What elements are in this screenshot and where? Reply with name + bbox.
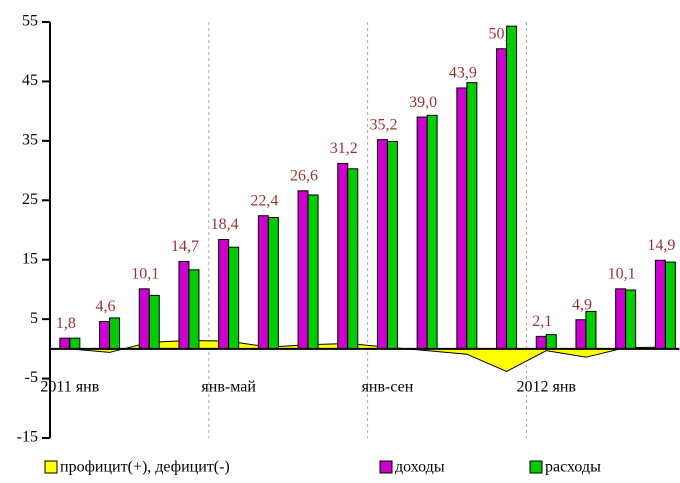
x-tick-label: янв-май <box>201 379 256 396</box>
y-tick-label: -15 <box>17 429 38 446</box>
bar <box>138 288 150 350</box>
bar <box>307 194 319 350</box>
value-label: 4,6 <box>96 298 116 315</box>
bar <box>506 25 518 350</box>
value-label: 1,8 <box>56 315 76 332</box>
bar <box>109 317 121 350</box>
bar <box>337 162 349 350</box>
bar <box>99 321 111 350</box>
bar <box>218 239 230 350</box>
y-tick-label: 15 <box>22 250 38 267</box>
value-label: 18,4 <box>211 216 239 233</box>
y-tick-label: 35 <box>22 132 38 149</box>
value-label: 22,4 <box>250 192 278 209</box>
bar <box>496 48 508 350</box>
bar <box>267 217 279 350</box>
legend-label: профицит(+), дефицит(-) <box>60 459 230 476</box>
bar <box>347 168 359 350</box>
y-tick-label: 55 <box>22 13 38 30</box>
value-label: 31,2 <box>330 140 358 157</box>
y-tick-label: -5 <box>25 369 38 386</box>
bar <box>69 337 81 350</box>
value-label: 14,7 <box>171 238 199 255</box>
legend-swatch <box>379 460 393 474</box>
bar <box>654 259 666 350</box>
bar <box>545 334 557 350</box>
y-tick-label: 25 <box>22 191 38 208</box>
legend-swatch <box>44 460 58 474</box>
value-label: 2,1 <box>532 313 552 330</box>
legend-label: доходы <box>395 459 445 476</box>
bar <box>535 335 547 350</box>
bar <box>178 260 190 350</box>
bar <box>575 319 587 350</box>
bar <box>257 215 269 350</box>
bar <box>297 190 309 350</box>
y-tick-label: 5 <box>30 310 38 327</box>
x-tick-label: 2011 янв <box>40 379 99 396</box>
legend-label: расходы <box>545 459 601 476</box>
bar <box>386 140 398 350</box>
bar <box>59 337 71 350</box>
bar <box>416 116 428 350</box>
bar <box>664 261 676 350</box>
value-label: 43,9 <box>449 65 477 82</box>
x-tick-label: 2012 янв <box>517 379 577 396</box>
bar <box>456 87 468 350</box>
value-label: 14,9 <box>647 237 675 254</box>
bar <box>376 139 388 350</box>
bar <box>228 246 240 350</box>
legend-swatch <box>529 460 543 474</box>
bar <box>466 82 478 350</box>
bar <box>426 114 438 350</box>
value-label: 10,1 <box>608 266 636 283</box>
bar <box>585 310 597 350</box>
x-tick-label: янв-сен <box>362 379 414 396</box>
value-label: 4,9 <box>572 296 592 313</box>
value-label: 35,2 <box>369 116 397 133</box>
y-tick-label: 45 <box>22 72 38 89</box>
value-label: 39,0 <box>409 94 437 111</box>
bar <box>188 269 200 350</box>
value-label: 26,6 <box>290 167 318 184</box>
bar <box>625 289 637 350</box>
value-label: 10,1 <box>131 266 159 283</box>
bar <box>615 288 627 350</box>
bar <box>148 294 160 350</box>
